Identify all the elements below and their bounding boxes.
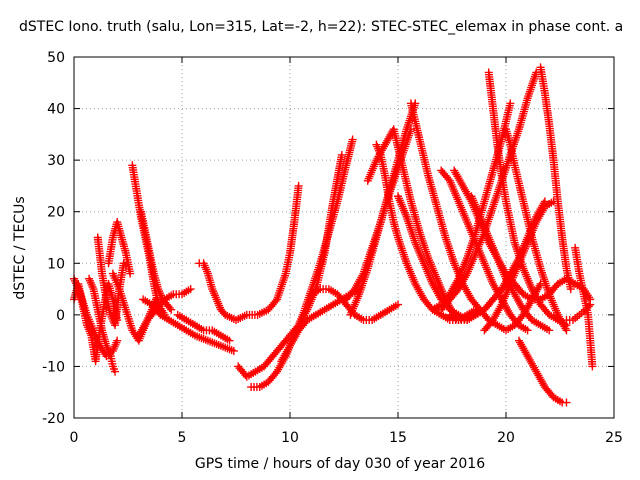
plot-frame: [73, 56, 615, 419]
data-point: [506, 99, 515, 108]
x-tick-label: 10: [281, 430, 299, 446]
data-point: [394, 300, 402, 309]
x-tick-label: 0: [70, 430, 79, 446]
y-axis-label: dSTEC / TECUs: [12, 196, 28, 300]
data-point: [126, 269, 135, 278]
data-point: [562, 326, 571, 335]
x-tick-label: 15: [389, 430, 407, 446]
data-points: [70, 63, 597, 407]
y-tick-label: 30: [47, 153, 65, 169]
data-point: [113, 336, 122, 345]
x-tick-label: 25: [605, 430, 623, 446]
data-point: [229, 346, 238, 355]
data-point: [294, 181, 303, 190]
data-point: [186, 285, 195, 294]
y-tick-label: 40: [47, 102, 65, 118]
data-marker: [496, 302, 505, 311]
data-point: [225, 336, 234, 345]
x-axis-label: GPS time / hours of day 030 of year 2016: [194, 456, 486, 472]
y-tick-label: 10: [47, 256, 65, 272]
tick-marks: [73, 56, 615, 419]
data-point: [119, 259, 128, 268]
data-point: [337, 150, 346, 159]
y-tick-label: -10: [42, 359, 65, 375]
y-tick-label: 50: [47, 50, 65, 66]
data-point: [167, 305, 176, 314]
y-tick-label: -20: [42, 411, 65, 427]
data-point: [111, 367, 120, 376]
data-point: [562, 398, 571, 407]
x-tick-label: 5: [178, 430, 187, 446]
data-marker: [561, 324, 570, 333]
data-marker: [584, 302, 593, 311]
y-tick-label: 0: [56, 308, 65, 324]
y-tick-label: 20: [47, 205, 65, 221]
data-point: [545, 326, 554, 335]
tick-labels: 0 5 10 15 20 25 -20 -10 0 10 20 30 40 50: [42, 50, 623, 446]
data-marker: [462, 271, 471, 280]
data-point: [523, 326, 532, 335]
chart-title: dSTEC Iono. truth (salu, Lon=315, Lat=-2…: [19, 19, 624, 35]
data-marker: [165, 303, 174, 312]
data-point: [566, 285, 575, 294]
data-point: [588, 362, 597, 371]
data-point: [586, 300, 595, 309]
data-point: [348, 135, 357, 144]
x-tick-label: 20: [497, 430, 515, 446]
data-point: [406, 125, 415, 134]
data-marker: [535, 281, 544, 290]
